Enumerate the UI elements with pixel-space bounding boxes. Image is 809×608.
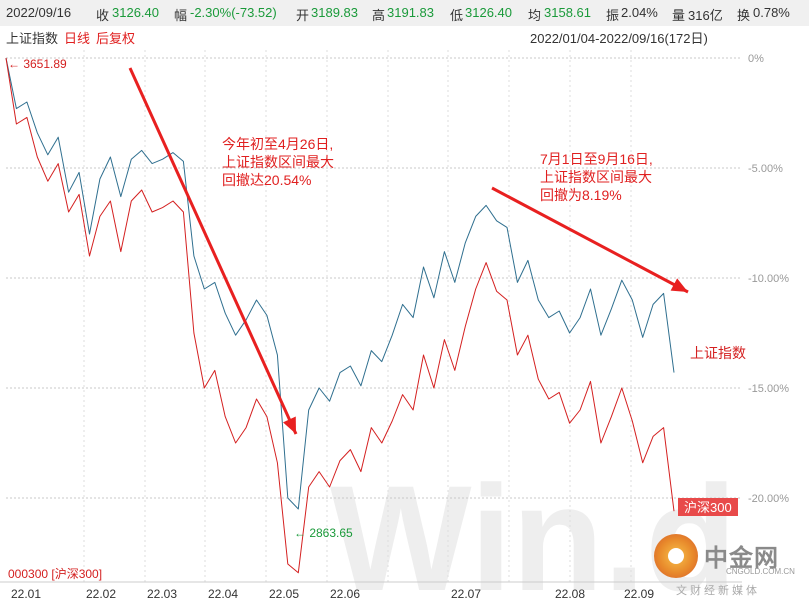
cngold-logo-icon xyxy=(654,534,698,578)
index-name[interactable]: 上证指数 xyxy=(6,31,59,46)
x-tick-label: 22.04 xyxy=(208,587,238,601)
arrow-drawdown-1 xyxy=(128,67,298,435)
amp-value: 2.04% xyxy=(621,5,658,20)
y-tick-label: -15.00% xyxy=(748,383,789,395)
open-label: 开 xyxy=(296,8,310,23)
watermark-site: CNGOLD.COM.CN xyxy=(726,567,795,576)
low-label: 低 xyxy=(450,8,464,23)
arrow-drawdown-2-head xyxy=(670,278,688,292)
adjust-label[interactable]: 后复权 xyxy=(96,31,136,46)
vol-value: 316亿 xyxy=(688,8,723,23)
y-tick-label: 0% xyxy=(748,53,764,65)
close-value: 3126.40 xyxy=(112,5,159,20)
open-value: 3189.83 xyxy=(311,5,358,20)
quote-bar: 2022/09/16 收 3126.40 幅 -2.30%(-73.52) 开 … xyxy=(0,0,809,26)
x-tick-label: 22.02 xyxy=(86,587,116,601)
series-line-shanghai xyxy=(5,57,675,510)
date-range: 2022/01/04-2022/09/16(172日) xyxy=(530,31,708,46)
arrow-drawdown-1-head xyxy=(283,416,296,434)
x-tick-label: 22.09 xyxy=(624,587,654,601)
turn-value: 0.78% xyxy=(753,5,790,20)
series-line-csi300 xyxy=(5,57,675,574)
high-label: 高 xyxy=(372,8,386,23)
close-label: 收 xyxy=(96,8,110,23)
x-tick-label: 22.07 xyxy=(451,587,481,601)
series-label-csi300-bg xyxy=(678,498,738,516)
turn-label: 换 xyxy=(737,8,751,23)
watermark-brand: 中金网 xyxy=(704,545,779,572)
amp-label: 振 xyxy=(606,8,620,23)
watermark-slogan: 文财经新媒体 xyxy=(676,585,760,597)
x-tick-label: 22.08 xyxy=(555,587,585,601)
vol-label: 量 xyxy=(672,8,686,23)
series-label-csi300: 沪深300 xyxy=(684,500,732,515)
trough-label: ← 2863.65 xyxy=(294,526,353,540)
x-tick-label: 22.01 xyxy=(11,587,41,601)
y-tick-label: -10.00% xyxy=(748,273,789,285)
y-tick-label: -20.00% xyxy=(748,493,789,505)
peak-label: ← 3651.89 xyxy=(8,57,67,71)
quote-date: 2022/09/16 xyxy=(6,5,72,20)
high-value: 3191.83 xyxy=(387,5,434,20)
x-tick-label: 22.05 xyxy=(269,587,299,601)
change-label: 幅 xyxy=(174,8,188,23)
x-tick-label: 22.03 xyxy=(147,587,177,601)
series-label-shanghai: 上证指数 xyxy=(690,345,746,361)
x-tick-label: 22.06 xyxy=(330,587,360,601)
change-value: -2.30%(-73.52) xyxy=(190,5,277,20)
low-value: 3126.40 xyxy=(465,5,512,20)
avg-value: 3158.61 xyxy=(544,5,591,20)
avg-label: 均 xyxy=(528,8,542,23)
annotation-drawdown-2: 7月1日至9月16日, 上证指数区间最大 回撤为8.19% xyxy=(540,151,653,203)
period-label[interactable]: 日线 xyxy=(64,31,91,46)
annotation-drawdown-1: 今年初至4月26日, 上证指数区间最大 回撤达20.54% xyxy=(222,136,334,188)
bottom-left-code: 000300 [沪深300] xyxy=(8,567,102,581)
chart-subheader: 上证指数 日线 后复权 2022/01/04-2022/09/16(172日) xyxy=(0,26,809,46)
y-tick-label: -5.00% xyxy=(748,163,783,175)
